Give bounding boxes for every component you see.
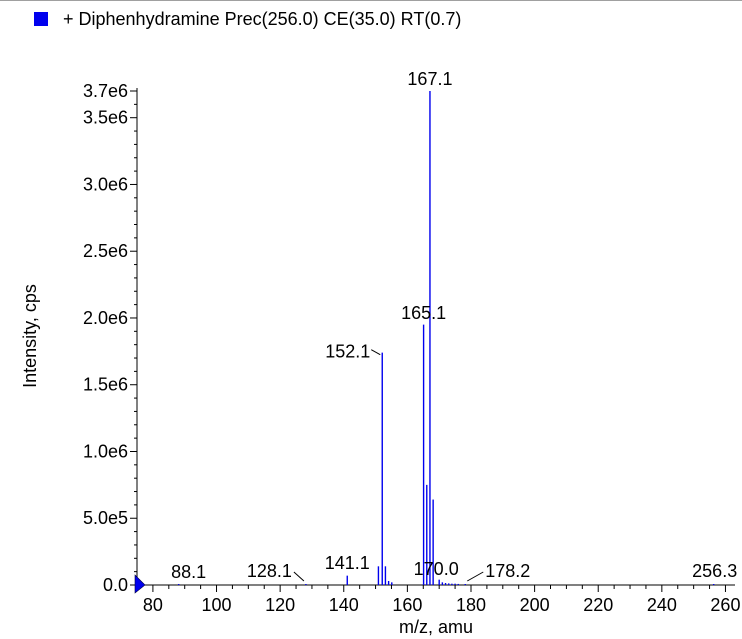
y-tick-label: 0.0 — [103, 575, 128, 595]
peak-label: 152.1 — [325, 342, 370, 362]
window-top-border — [0, 0, 742, 1]
peak-label-leader — [467, 571, 484, 582]
x-tick-label: 120 — [265, 595, 295, 615]
x-tick-label: 220 — [583, 595, 613, 615]
legend[interactable]: + Diphenhydramine Prec(256.0) CE(35.0) R… — [34, 4, 461, 34]
peak-label: 141.1 — [325, 553, 370, 573]
peak-label: 128.1 — [247, 561, 292, 581]
y-tick-label: 3.7e6 — [83, 81, 128, 101]
x-tick-label: 140 — [329, 595, 359, 615]
peak-label: 165.1 — [401, 303, 446, 323]
x-tick-label: 200 — [520, 595, 550, 615]
x-tick-label: 100 — [201, 595, 231, 615]
y-tick-label: 1.0e6 — [83, 441, 128, 461]
legend-series-label: + Diphenhydramine Prec(256.0) CE(35.0) R… — [63, 9, 462, 29]
peak-label-leader — [371, 349, 381, 356]
legend-swatch — [34, 12, 48, 26]
y-tick-label: 3.0e6 — [83, 174, 128, 194]
peak-label: 178.2 — [485, 561, 530, 581]
x-axis-marker-arrow[interactable] — [134, 574, 146, 594]
y-axis-title: Intensity, cps — [20, 284, 40, 388]
y-tick-label: 2.5e6 — [83, 241, 128, 261]
x-tick-label: 240 — [647, 595, 677, 615]
x-tick-label: 180 — [456, 595, 486, 615]
peak-label: 256.3 — [692, 561, 737, 581]
chart-layer: 0.0 5.0e5 1.0e6 1.5e6 2.0e6 2.5e6 3.0e6 3.5e6 3.… — [20, 69, 740, 637]
peak-label-leader — [293, 571, 305, 582]
x-tick-label: 260 — [710, 595, 740, 615]
y-tick-label: 3.5e6 — [83, 108, 128, 128]
y-tick-label: 5.0e5 — [83, 508, 128, 528]
y-tick-label: 2.0e6 — [83, 308, 128, 328]
peak-label: 170.0 — [414, 559, 459, 579]
peak-label: 167.1 — [407, 69, 452, 89]
x-tick-label: 160 — [392, 595, 422, 615]
peak-label: 88.1 — [171, 562, 206, 582]
x-axis-title: m/z, amu — [399, 617, 473, 637]
y-tick-label: 1.5e6 — [83, 375, 128, 395]
x-tick-label: 80 — [143, 595, 163, 615]
